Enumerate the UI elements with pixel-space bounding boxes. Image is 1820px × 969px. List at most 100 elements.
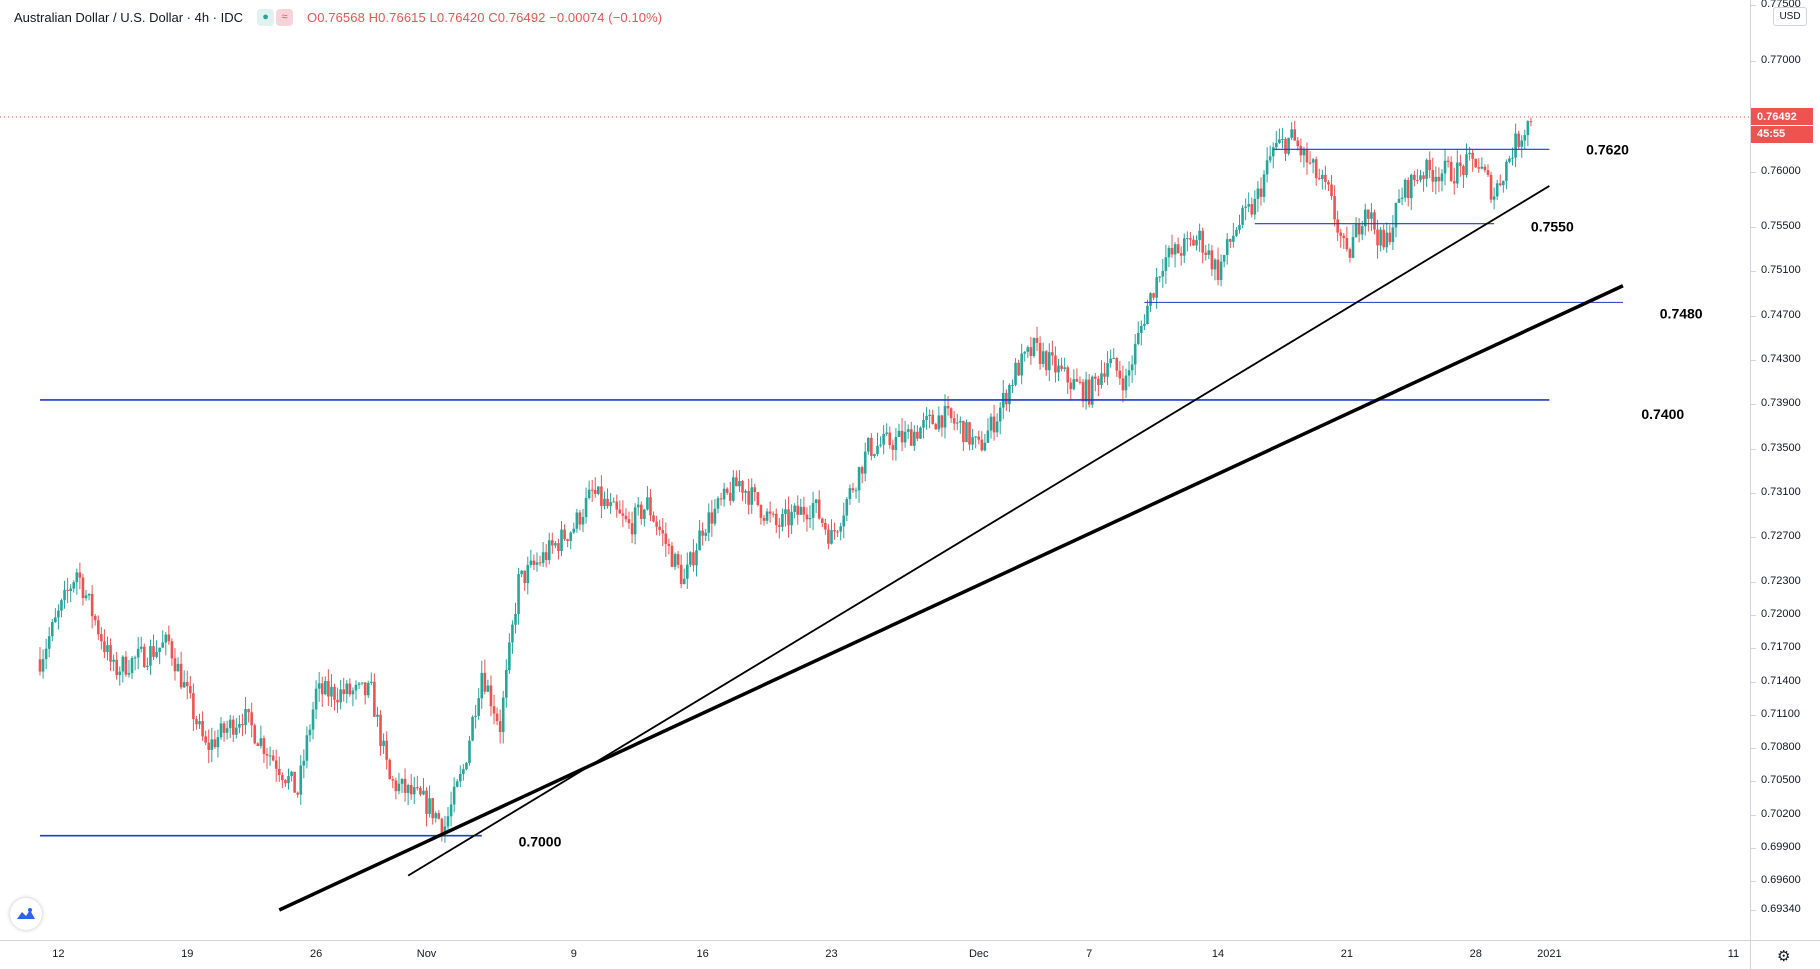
candle-body xyxy=(1204,252,1208,255)
candle-body xyxy=(1112,357,1116,359)
candle-body xyxy=(1219,261,1223,281)
candle-body xyxy=(351,690,355,695)
candle-body xyxy=(124,656,128,675)
candle-body xyxy=(100,634,103,642)
price-tick-mark xyxy=(1751,615,1756,617)
candle-body xyxy=(422,790,425,795)
candle-body xyxy=(1419,175,1422,181)
candle-body xyxy=(1351,237,1355,258)
candle-body xyxy=(333,686,336,700)
candle-body xyxy=(146,665,149,668)
candle-body xyxy=(96,620,100,635)
candle-body xyxy=(210,739,214,750)
time-axis[interactable]: 12 19 26 Nov 9 16 23 Dec 7 14 21 28 2021 11 xyxy=(0,940,1750,969)
candle-body xyxy=(1256,188,1260,199)
candle-body xyxy=(1446,160,1450,163)
candle-body xyxy=(419,788,422,795)
candle-body xyxy=(1468,152,1471,155)
candle-body xyxy=(1081,382,1085,402)
candle-body xyxy=(756,492,760,506)
candle-body xyxy=(661,529,665,534)
candle-body xyxy=(787,509,790,526)
visibility-toggle-icon[interactable]: ● xyxy=(257,8,275,26)
candle-body xyxy=(986,430,990,443)
candle-body xyxy=(370,681,373,683)
candle-body xyxy=(1115,357,1119,371)
candle-body xyxy=(406,785,410,793)
settings-gear-icon[interactable]: ⚙ xyxy=(1777,948,1791,965)
symbol-title[interactable]: Australian Dollar / U.S. Dollar · 4h · I… xyxy=(14,9,244,25)
candle-body xyxy=(225,728,229,733)
candle-body xyxy=(425,790,428,814)
price-tick: 0.72700 xyxy=(1761,530,1801,543)
candle-body xyxy=(851,488,855,491)
candle-body xyxy=(520,570,523,575)
candle-body xyxy=(1198,230,1201,241)
candle-body xyxy=(118,671,122,676)
candle-body xyxy=(136,648,140,658)
candle-body xyxy=(189,686,192,694)
candle-body xyxy=(320,683,324,695)
candle-body xyxy=(719,498,723,500)
time-tick: 26 xyxy=(309,948,323,960)
currency-label[interactable]: USD xyxy=(1773,7,1807,26)
candle-body xyxy=(747,490,750,505)
candle-body xyxy=(698,530,701,551)
candle-body xyxy=(1281,138,1284,140)
candle-body xyxy=(551,540,554,546)
candle-body xyxy=(1333,196,1336,220)
price-tick-mark xyxy=(1751,60,1756,62)
candle-body xyxy=(366,682,370,696)
price-tick: 0.77500 xyxy=(1761,0,1801,11)
candle-body xyxy=(943,405,947,428)
indicator-wave-icon[interactable]: ≈ xyxy=(276,8,294,26)
candle-body xyxy=(238,724,241,728)
price-tick-mark xyxy=(1751,271,1756,273)
candle-body xyxy=(1090,376,1094,405)
candle-body xyxy=(1176,244,1180,254)
candle-body xyxy=(820,518,824,523)
price-tick-mark xyxy=(1751,171,1756,173)
candle-body xyxy=(400,778,404,784)
candle-body xyxy=(1514,133,1517,158)
candle-body xyxy=(357,683,361,685)
candle-body xyxy=(247,709,250,713)
candle-body xyxy=(1486,170,1490,175)
candle-body xyxy=(1005,392,1008,405)
candle-body xyxy=(584,497,588,518)
candle-body xyxy=(836,531,839,533)
candle-body xyxy=(879,444,882,446)
candle-body xyxy=(597,486,600,494)
candle-body xyxy=(1443,160,1447,174)
chart-plot-area[interactable]: 0.7620 0.7550 0.7480 0.7400 0.7000 Australia… xyxy=(0,0,1750,940)
candle-body xyxy=(983,442,987,451)
price-tick: 0.70800 xyxy=(1761,741,1801,754)
candle-body xyxy=(182,682,186,688)
candlestick-chart[interactable]: 0.7620 0.7550 0.7480 0.7400 0.7000 xyxy=(0,0,1750,940)
candle-body xyxy=(1140,325,1143,333)
candle-body xyxy=(492,706,496,714)
price-axis[interactable]: USD 0.77500 0.77000 0.76000 0.75500 0.75100 0… xyxy=(1750,0,1820,940)
level-label-0.7620: 0.7620 xyxy=(1586,141,1629,157)
candle-body xyxy=(271,755,275,761)
candle-body xyxy=(462,769,465,775)
tradingview-logo-icon[interactable] xyxy=(10,898,42,930)
candle-body xyxy=(293,771,296,793)
candle-body xyxy=(1409,174,1413,199)
candle-body xyxy=(179,663,183,688)
candle-body xyxy=(839,526,842,532)
candle-body xyxy=(778,525,781,527)
candle-body xyxy=(1308,162,1312,164)
candle-body xyxy=(161,642,165,648)
candle-body xyxy=(1075,379,1079,382)
price-tick-mark xyxy=(1751,881,1756,883)
candle-body xyxy=(526,564,530,584)
candle-body xyxy=(195,719,198,725)
price-tick: 0.71700 xyxy=(1761,641,1801,654)
candle-body xyxy=(903,431,907,443)
candle-body xyxy=(1345,237,1349,250)
candle-body xyxy=(682,578,686,585)
candle-body xyxy=(72,582,76,589)
candle-body xyxy=(517,574,520,615)
candle-body xyxy=(762,517,766,521)
